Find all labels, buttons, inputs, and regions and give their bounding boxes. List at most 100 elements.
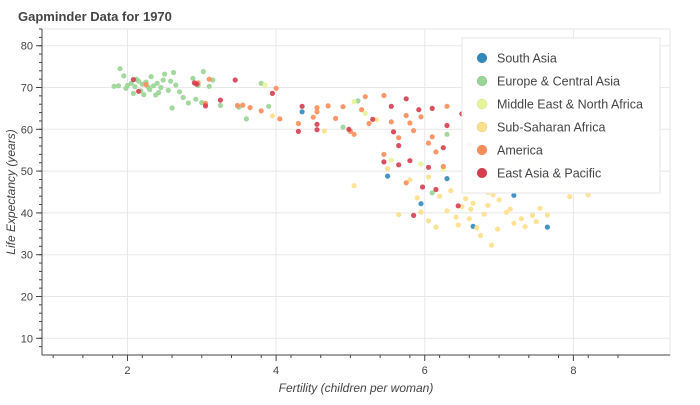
data-point (321, 128, 327, 134)
chart-title: Gapminder Data for 1970 (18, 9, 172, 24)
data-point (507, 206, 513, 212)
data-point (385, 173, 391, 179)
data-point (567, 194, 573, 200)
data-point (310, 114, 316, 120)
legend-swatch (476, 98, 488, 110)
y-tick-label: 20 (21, 291, 33, 303)
data-point (418, 201, 424, 207)
legend: South Asia Europe & Central Asia Middle Ea… (461, 37, 661, 194)
data-point (346, 126, 352, 132)
data-point (314, 121, 320, 127)
data-point (503, 209, 510, 215)
data-point (418, 161, 424, 167)
data-point (169, 105, 175, 111)
legend-label: Europe & Central Asia (497, 75, 620, 89)
data-point (440, 163, 446, 170)
data-point (154, 80, 160, 86)
data-point (206, 83, 212, 89)
data-point (141, 92, 147, 98)
data-point (390, 129, 397, 135)
data-point (111, 83, 117, 89)
data-point (136, 88, 142, 94)
data-point (143, 82, 149, 88)
data-point (468, 206, 474, 212)
data-point (453, 214, 459, 220)
data-point (455, 222, 461, 228)
data-point (396, 143, 402, 149)
series-south-asia (299, 109, 551, 230)
data-point (194, 81, 200, 87)
data-point (147, 87, 153, 93)
data-point (437, 193, 443, 199)
data-point (370, 116, 376, 122)
data-point (511, 220, 517, 226)
data-point (433, 224, 439, 230)
y-tick-label: 80 (21, 41, 33, 53)
data-point (130, 90, 136, 96)
data-point (444, 208, 450, 214)
data-point (340, 124, 346, 130)
legend-swatch (476, 121, 488, 133)
data-point (325, 103, 331, 109)
x-tick-label: 8 (570, 365, 576, 377)
data-point (385, 166, 391, 172)
legend-swatch (476, 52, 488, 64)
data-point (403, 96, 409, 102)
x-tick-label: 4 (273, 365, 279, 377)
data-point (314, 109, 320, 115)
data-point (366, 120, 372, 127)
data-point (477, 232, 484, 239)
data-point (529, 212, 536, 218)
data-point (463, 196, 469, 202)
data-point (266, 103, 272, 109)
data-point (485, 202, 491, 208)
data-point (217, 102, 223, 109)
data-point (481, 211, 487, 217)
y-tick-label: 10 (21, 333, 33, 345)
legend-item: Middle East & North Africa (476, 98, 643, 112)
data-point (414, 195, 420, 201)
data-point (544, 212, 551, 218)
data-point (396, 135, 402, 141)
data-point (407, 158, 413, 164)
y-tick-label: 70 (21, 83, 33, 95)
data-point (425, 140, 432, 146)
legend-swatch (476, 144, 488, 156)
x-tick-label: 2 (124, 365, 130, 377)
data-point (314, 127, 320, 133)
data-point (351, 99, 357, 105)
data-point (258, 108, 264, 114)
data-point (544, 224, 551, 230)
data-point (425, 164, 432, 170)
data-point (444, 103, 450, 109)
data-point (425, 174, 432, 180)
legend-label: Sub-Saharan Africa (497, 121, 605, 135)
data-point (262, 82, 268, 88)
data-point (217, 97, 223, 103)
data-point (130, 77, 136, 83)
data-point (362, 94, 368, 100)
data-point (333, 115, 339, 121)
data-point (470, 200, 476, 206)
data-point (396, 212, 402, 218)
data-point (429, 105, 435, 111)
data-point (388, 157, 394, 163)
data-point (511, 192, 517, 198)
data-point (299, 109, 305, 115)
data-point (158, 84, 164, 91)
data-point (418, 114, 424, 120)
data-point (299, 103, 305, 109)
data-point (295, 120, 301, 127)
data-point (448, 188, 454, 194)
data-point (165, 87, 171, 93)
data-point (444, 131, 450, 137)
legend-item: South Asia (476, 52, 557, 66)
data-point (273, 85, 279, 91)
data-point (474, 225, 480, 231)
data-point (160, 77, 166, 83)
data-point (206, 76, 212, 82)
y-tick-label: 30 (21, 250, 33, 262)
data-point (388, 103, 394, 109)
legend-label: Middle East & North Africa (497, 98, 643, 112)
data-point (269, 90, 275, 96)
